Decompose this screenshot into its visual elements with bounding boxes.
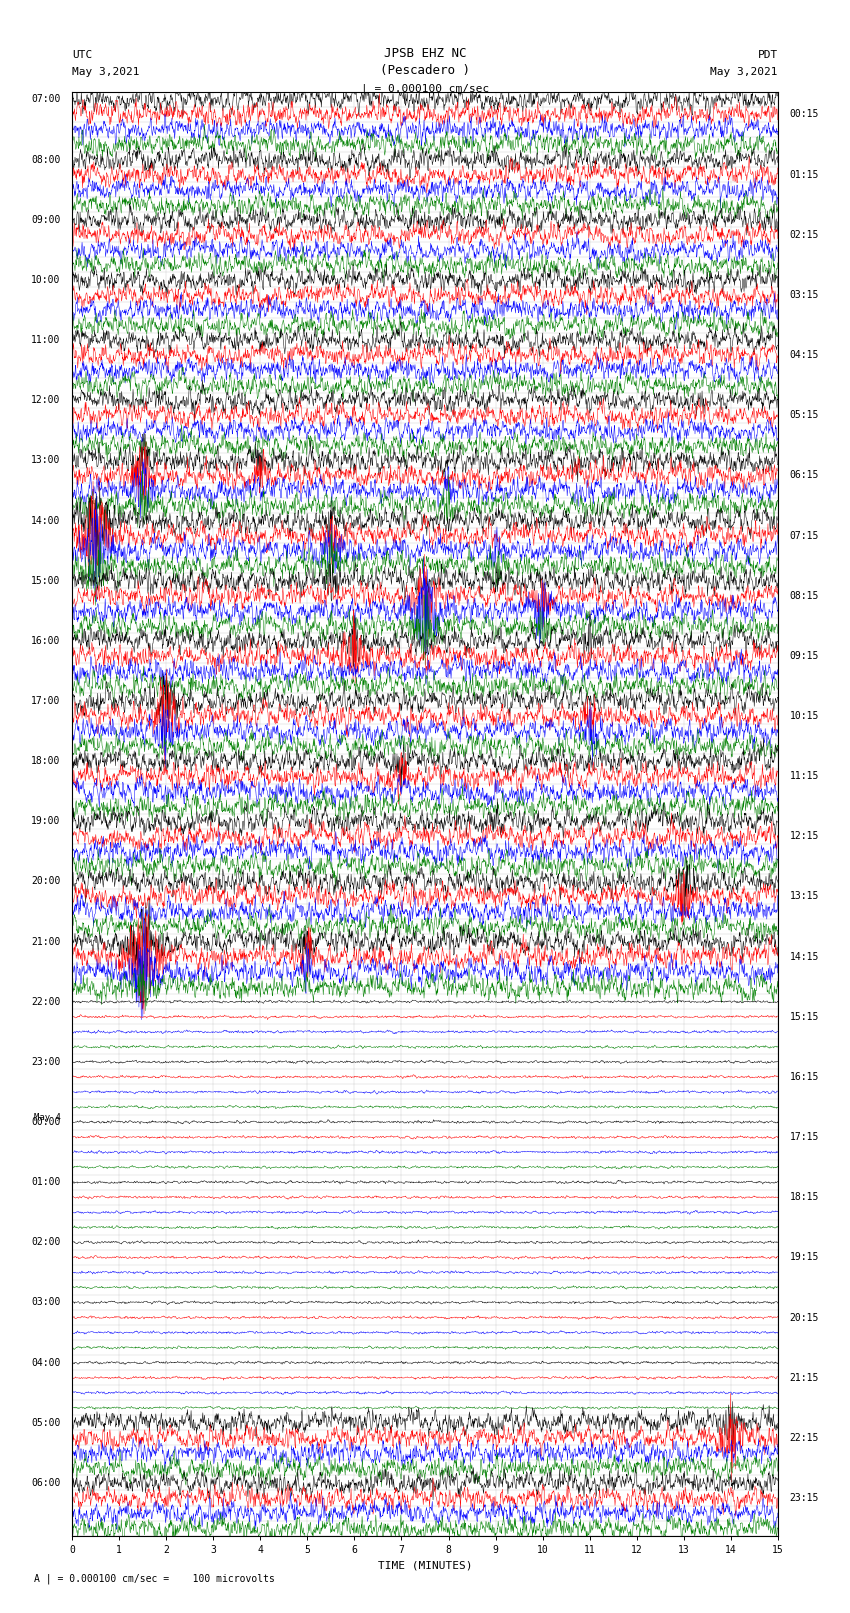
Text: PDT: PDT: [757, 50, 778, 60]
Text: 08:15: 08:15: [790, 590, 819, 600]
Text: 00:15: 00:15: [790, 110, 819, 119]
Text: 12:00: 12:00: [31, 395, 60, 405]
Text: UTC: UTC: [72, 50, 93, 60]
Text: 21:00: 21:00: [31, 937, 60, 947]
Text: 02:15: 02:15: [790, 229, 819, 240]
Text: 20:00: 20:00: [31, 876, 60, 887]
Text: 16:15: 16:15: [790, 1073, 819, 1082]
Text: May 4: May 4: [34, 1113, 60, 1123]
Text: 11:15: 11:15: [790, 771, 819, 781]
Text: May 3,2021: May 3,2021: [711, 68, 778, 77]
Text: 09:00: 09:00: [31, 215, 60, 224]
Text: 22:00: 22:00: [31, 997, 60, 1007]
Text: 15:15: 15:15: [790, 1011, 819, 1021]
Text: 17:15: 17:15: [790, 1132, 819, 1142]
Text: 07:00: 07:00: [31, 95, 60, 105]
Text: 18:15: 18:15: [790, 1192, 819, 1202]
Text: 19:15: 19:15: [790, 1252, 819, 1263]
Text: 15:00: 15:00: [31, 576, 60, 586]
Text: 12:15: 12:15: [790, 831, 819, 842]
Text: 03:00: 03:00: [31, 1297, 60, 1308]
Text: JPSB EHZ NC: JPSB EHZ NC: [383, 47, 467, 60]
Text: 14:00: 14:00: [31, 516, 60, 526]
Text: 11:00: 11:00: [31, 336, 60, 345]
Text: 08:00: 08:00: [31, 155, 60, 165]
Text: 23:00: 23:00: [31, 1057, 60, 1066]
Text: 07:15: 07:15: [790, 531, 819, 540]
X-axis label: TIME (MINUTES): TIME (MINUTES): [377, 1560, 473, 1569]
Text: 14:15: 14:15: [790, 952, 819, 961]
Text: 04:00: 04:00: [31, 1358, 60, 1368]
Text: 21:15: 21:15: [790, 1373, 819, 1382]
Text: 03:15: 03:15: [790, 290, 819, 300]
Text: 23:15: 23:15: [790, 1494, 819, 1503]
Text: 04:15: 04:15: [790, 350, 819, 360]
Text: 19:00: 19:00: [31, 816, 60, 826]
Text: 06:15: 06:15: [790, 471, 819, 481]
Text: 10:15: 10:15: [790, 711, 819, 721]
Text: 16:00: 16:00: [31, 636, 60, 645]
Text: 13:15: 13:15: [790, 892, 819, 902]
Text: 00:00: 00:00: [31, 1118, 60, 1127]
Text: | = 0.000100 cm/sec: | = 0.000100 cm/sec: [361, 84, 489, 94]
Text: 10:00: 10:00: [31, 274, 60, 286]
Text: 05:15: 05:15: [790, 410, 819, 421]
Text: 22:15: 22:15: [790, 1432, 819, 1444]
Text: A | = 0.000100 cm/sec =    100 microvolts: A | = 0.000100 cm/sec = 100 microvolts: [34, 1573, 275, 1584]
Text: (Pescadero ): (Pescadero ): [380, 65, 470, 77]
Text: 06:00: 06:00: [31, 1478, 60, 1487]
Text: 01:00: 01:00: [31, 1177, 60, 1187]
Text: 01:15: 01:15: [790, 169, 819, 179]
Text: 18:00: 18:00: [31, 756, 60, 766]
Text: May 3,2021: May 3,2021: [72, 68, 139, 77]
Text: 09:15: 09:15: [790, 652, 819, 661]
Text: 02:00: 02:00: [31, 1237, 60, 1247]
Text: 17:00: 17:00: [31, 695, 60, 706]
Text: 13:00: 13:00: [31, 455, 60, 466]
Text: 20:15: 20:15: [790, 1313, 819, 1323]
Text: 05:00: 05:00: [31, 1418, 60, 1428]
